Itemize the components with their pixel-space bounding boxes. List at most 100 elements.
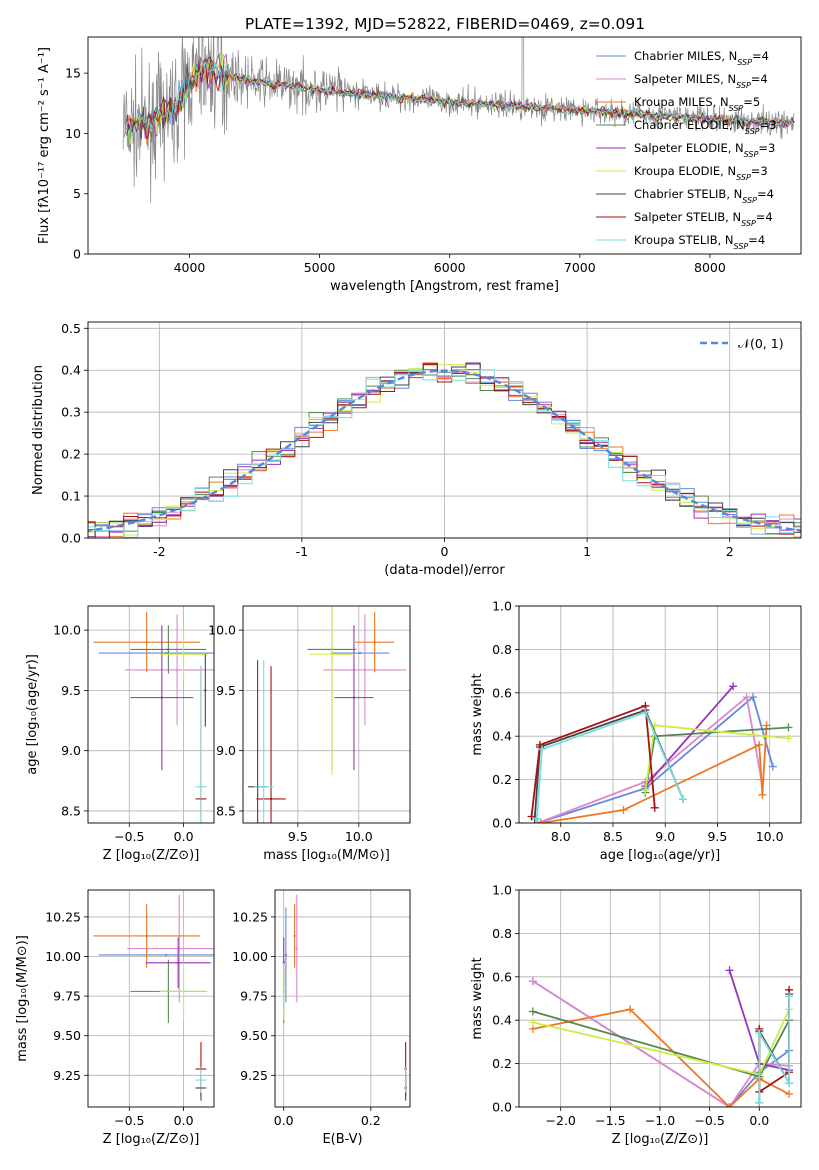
point-marker: [363, 668, 367, 672]
legend-entry: Salpeter STELIB, NSSP=4: [634, 210, 773, 228]
y-tick-label: 10.00: [232, 949, 268, 964]
x-axis-label: Z [log₁₀(Z/Z⊙)]: [103, 1132, 200, 1147]
axes-frame: [87, 605, 215, 824]
y-tick-label: 9.0: [61, 743, 81, 758]
point-salpeter-elodie: [130, 625, 194, 770]
series-kroupa-stelib: [532, 708, 687, 823]
point-marker: [204, 689, 207, 692]
y-tick-label: 9.5: [61, 683, 81, 698]
point-marker: [182, 990, 185, 993]
x-axis-label: mass [log₁₀(M/M⊙)]: [263, 848, 390, 863]
series-marker: [528, 977, 537, 986]
series-marker: [784, 734, 793, 743]
series-marker: [755, 1098, 764, 1107]
series-line: [532, 980, 790, 1107]
series-marker: [678, 795, 687, 804]
panel-weight-vs-Z: −2.0 −1.5 −1.0 −0.5 0.0 0.0 0.2 0.4 0.6 0.8 1.0 Z […: [470, 883, 802, 1147]
series-marker: [785, 992, 794, 1001]
point-marker: [373, 640, 376, 644]
series-marker: [619, 805, 628, 814]
y-tick-label: 10.25: [232, 909, 268, 924]
point-marker: [165, 651, 168, 655]
point-chabrier-miles: [284, 907, 288, 1003]
plot-area: [88, 362, 801, 538]
point-marker: [199, 785, 203, 789]
x-tick-label: −1.0: [645, 1113, 675, 1128]
spectrum-model-salpeter-stelib: [126, 57, 795, 140]
series-line: [537, 695, 763, 823]
point-kroupa-stelib: [195, 666, 207, 823]
x-tick-label: -2: [153, 544, 165, 559]
spectrum-legend: Chabrier MILES, NSSP=4 Salpeter MILES, NS…: [596, 49, 776, 251]
point-marker: [358, 651, 362, 655]
y-tick-label: 9.50: [53, 1028, 81, 1043]
point-kroupa-elodie: [159, 962, 208, 1020]
y-tick-label: 8.5: [61, 803, 81, 818]
x-tick-label: 0.0: [174, 1113, 194, 1128]
x-axis-label: (data-model)/error: [384, 563, 505, 578]
panel-spectrum: 4000 5000 6000 7000 8000 0 5 10 15 wavelength [An…: [37, 36, 802, 294]
y-tick-label: 5: [73, 186, 81, 201]
point-chabrier-miles: [98, 651, 214, 655]
legend-entry: Chabrier MILES, NSSP=4: [634, 49, 769, 67]
x-tick-label: 6000: [434, 260, 466, 275]
point-marker: [269, 797, 273, 801]
x-tick-label: -1: [296, 544, 308, 559]
axes-frame: [87, 889, 215, 1108]
x-axis-label: age [log₁₀(age/yr)]: [600, 848, 721, 863]
y-tick-label: 10.0: [208, 623, 236, 638]
point-salpeter-elodie: [334, 625, 374, 770]
y-tick-label: 9.0: [216, 743, 236, 758]
point-marker: [167, 648, 170, 651]
y-tick-label: 0.0: [492, 816, 512, 831]
point-kroupa-stelib: [195, 1067, 207, 1093]
normal-curve: [88, 369, 801, 532]
point-salpeter-miles: [323, 614, 407, 726]
series-line: [537, 695, 774, 823]
point-kroupa-miles: [355, 612, 395, 673]
series-marker: [535, 740, 544, 749]
x-axis-label: E(B-V): [322, 1132, 362, 1147]
y-tick-label: 0.2: [492, 1056, 512, 1071]
panel-mass-vs-EBV: 0.0 0.2 9.25 9.50 9.75 10.00 10.25 E(B-V): [232, 889, 411, 1147]
y-tick-label: 1.0: [492, 883, 512, 898]
point-marker: [404, 1078, 407, 1082]
point-marker: [295, 947, 298, 950]
plot-area: [527, 682, 793, 823]
series-marker: [785, 1079, 794, 1088]
x-tick-label: −1.5: [595, 1113, 625, 1128]
series-line: [758, 996, 790, 1103]
x-tick-label: 1: [583, 544, 591, 559]
y-tick-label: 1.0: [492, 599, 512, 614]
y-tick-label: 0.1: [61, 489, 81, 504]
y-axis-label: mass [log₁₀(M/M⊙)]: [15, 935, 30, 1062]
point-kroupa-stelib: [404, 1067, 407, 1093]
x-tick-label: −2.0: [546, 1113, 576, 1128]
y-tick-label: 10: [65, 126, 81, 141]
point-marker: [199, 1078, 203, 1082]
series-marker: [725, 966, 734, 975]
legend-entry: Salpeter ELODIE, NSSP=3: [634, 141, 775, 159]
series-marker: [528, 1018, 537, 1027]
plot-area: [528, 966, 794, 1107]
x-tick-label: 0.0: [174, 829, 194, 844]
y-tick-label: 15: [65, 66, 81, 81]
x-tick-label: 0: [441, 544, 449, 559]
y-tick-label: 10.00: [45, 949, 81, 964]
point-marker: [293, 934, 296, 938]
point-marker: [262, 785, 265, 789]
series-line: [532, 1009, 790, 1076]
series-line: [644, 685, 734, 787]
series-line: [530, 704, 656, 817]
point-kroupa-elodie: [282, 962, 285, 1020]
panel-weight-vs-age: 8.0 8.5 9.0 9.5 10.0 0.0 0.2 0.4 0.6 0.8 1.0 age [l…: [470, 599, 802, 863]
series-marker: [650, 803, 659, 812]
series-marker: [755, 1029, 764, 1038]
y-tick-label: 10.0: [53, 623, 81, 638]
panel-mass-vs-Z: −0.5 0.0 9.25 9.50 9.75 10.00 10.25 Z [log₁₀(Z/…: [15, 889, 215, 1147]
series-kroupa-elodie: [528, 1005, 794, 1079]
x-tick-label: 7000: [564, 260, 596, 275]
point-marker: [145, 934, 148, 938]
residual-legend: 𝒩(0, 1): [700, 336, 784, 351]
figure-title: PLATE=1392, MJD=52822, FIBERID=0469, z=0…: [245, 15, 645, 33]
